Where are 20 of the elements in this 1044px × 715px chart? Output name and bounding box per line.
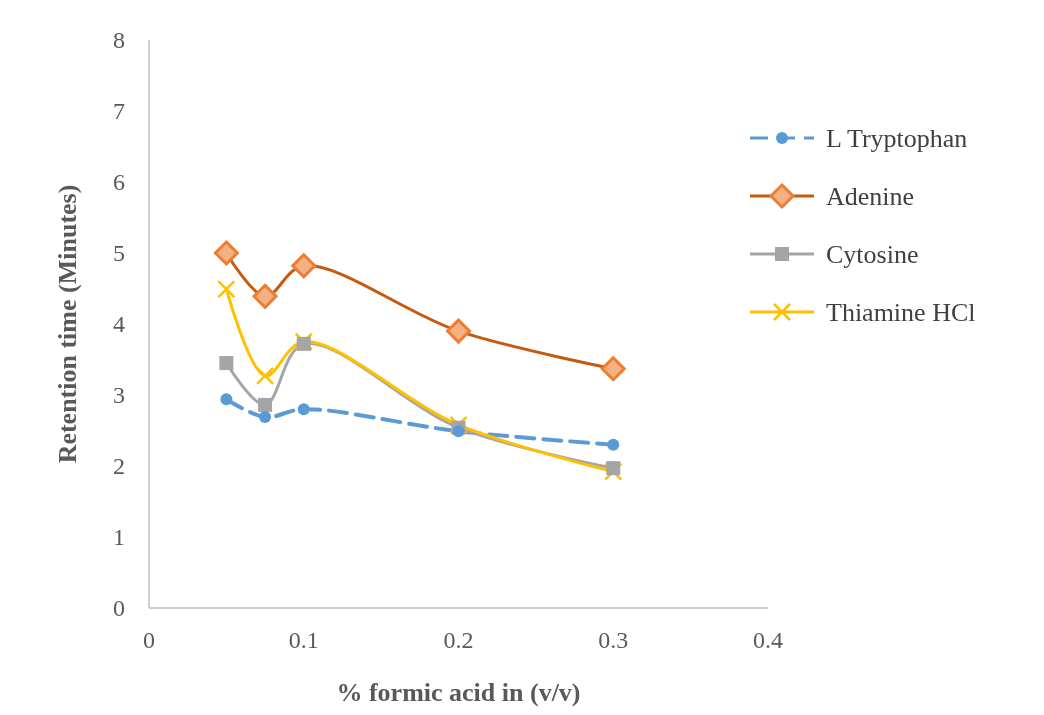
x-tick-label: 0 xyxy=(143,627,155,653)
y-tick-label: 2 xyxy=(113,453,125,480)
legend-label: Cytosine xyxy=(826,240,919,270)
y-tick-label: 4 xyxy=(113,311,125,338)
y-tick-label: 7 xyxy=(113,98,125,125)
legend-label: L Tryptophan xyxy=(826,124,968,154)
x-tick-label: 0.2 xyxy=(443,627,474,653)
y-tick-label: 6 xyxy=(113,169,125,196)
y-tick-label: 1 xyxy=(113,524,125,551)
y-axis-title: Retention time (Minutes) xyxy=(53,184,82,464)
legend-label: Adenine xyxy=(826,182,915,212)
x-tick-label: 0.3 xyxy=(598,627,629,653)
y-tick-label: 8 xyxy=(113,27,125,54)
y-tick-label: 0 xyxy=(113,595,125,622)
x-axis-title: % formic acid in (v/v) xyxy=(336,678,581,707)
x-tick-label: 0.4 xyxy=(753,627,783,653)
y-tick-label: 3 xyxy=(113,382,125,409)
legend-label: Thiamine HCl xyxy=(826,298,976,328)
x-tick-label: 0.1 xyxy=(288,627,319,653)
y-tick-label: 5 xyxy=(113,240,125,267)
